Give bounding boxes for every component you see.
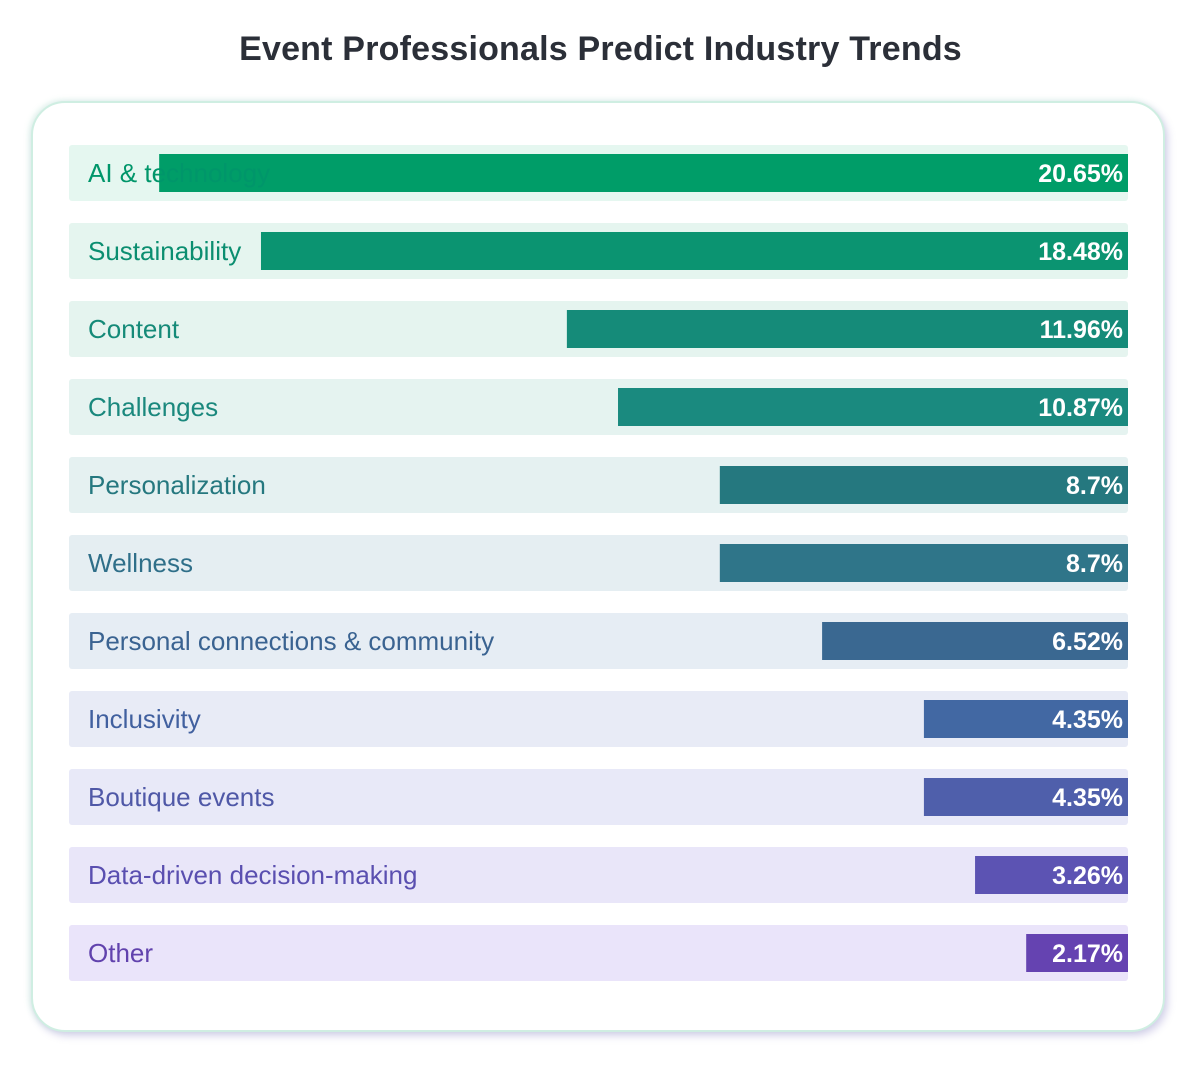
bar	[822, 622, 1128, 660]
bar-row-background	[69, 769, 1128, 825]
value-label: 6.52%	[1052, 628, 1123, 656]
bar-row-background	[69, 691, 1128, 747]
category-label: Content	[88, 314, 180, 344]
bar	[923, 778, 1128, 816]
chart-card: AI & technology 20.65% Sustainability 18.48…	[31, 101, 1165, 1032]
bar	[719, 466, 1128, 504]
value-label: 20.65%	[1038, 160, 1123, 188]
category-label: AI & technology	[88, 158, 270, 188]
bar-row-background	[69, 925, 1128, 981]
value-label: 10.87%	[1038, 394, 1123, 422]
bar-row: Boutique events 4.35%	[69, 769, 1128, 825]
bar	[618, 388, 1128, 426]
value-label: 8.7%	[1066, 472, 1123, 500]
bar-row: Data-driven decision-making 3.26%	[69, 847, 1128, 903]
category-label: Challenges	[88, 392, 218, 422]
value-label: 8.7%	[1066, 550, 1123, 578]
category-label: Personalization	[88, 470, 266, 500]
chart-title: Event Professionals Predict Industry Tre…	[239, 30, 962, 68]
bar	[975, 856, 1128, 894]
bar-row: Personal connections & community 6.52%	[69, 613, 1128, 669]
bar	[923, 700, 1128, 738]
bar-row: Sustainability 18.48%	[69, 223, 1128, 279]
bar	[159, 154, 1128, 192]
value-label: 18.48%	[1038, 238, 1123, 266]
bar-row: AI & technology 20.65%	[69, 145, 1128, 201]
category-label: Other	[88, 938, 153, 968]
value-label: 2.17%	[1052, 940, 1123, 968]
value-label: 4.35%	[1052, 706, 1123, 734]
category-label: Boutique events	[88, 782, 274, 812]
bar-chart-svg: AI & technology 20.65% Sustainability 18.48…	[69, 145, 1128, 981]
bar-row: Wellness 8.7%	[69, 535, 1128, 591]
bar-row-background	[69, 847, 1128, 903]
bar-row: Other 2.17%	[69, 925, 1128, 981]
category-label: Personal connections & community	[88, 626, 494, 656]
bar	[1026, 934, 1128, 972]
category-label: Inclusivity	[88, 704, 201, 734]
value-label: 3.26%	[1052, 862, 1123, 890]
category-label: Data-driven decision-making	[88, 860, 417, 890]
bar	[719, 544, 1128, 582]
bar	[260, 232, 1128, 270]
value-label: 4.35%	[1052, 784, 1123, 812]
bar-row: Content 11.96%	[69, 301, 1128, 357]
category-label: Wellness	[88, 548, 193, 578]
value-label: 11.96%	[1040, 316, 1123, 344]
bar-row: Personalization 8.7%	[69, 457, 1128, 513]
category-label: Sustainability	[88, 236, 241, 266]
bar-chart: AI & technology 20.65% Sustainability 18.48…	[33, 103, 1167, 1034]
bar-row: Challenges 10.87%	[69, 379, 1128, 435]
bar	[566, 310, 1128, 348]
bar-row: Inclusivity 4.35%	[69, 691, 1128, 747]
